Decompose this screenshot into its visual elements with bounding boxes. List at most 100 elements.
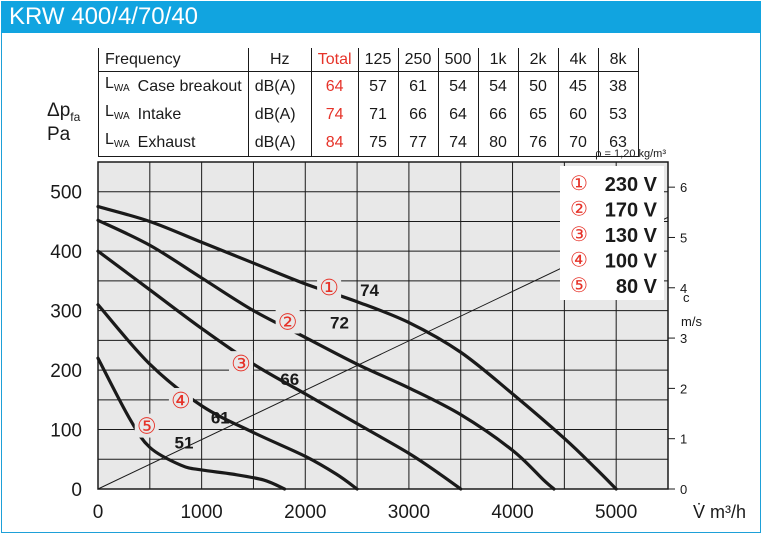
table-cell: 57 [357, 71, 399, 100]
table-cell: 66 [397, 100, 439, 128]
y-tick-label: 0 [71, 480, 82, 501]
legend-marker: ④ [570, 248, 588, 272]
legend-marker: ⑤ [570, 273, 588, 297]
lwa-symbol: LWA [97, 128, 132, 157]
header-500: 500 [437, 48, 479, 72]
header-total: Total [310, 48, 359, 72]
y-tick-label: 200 [50, 361, 82, 382]
right-axis-tick-label: 4 [680, 281, 687, 296]
legend-label: 230 V [605, 174, 658, 196]
legend-marker: ① [570, 171, 588, 195]
right-axis-tick-label: 1 [680, 432, 687, 447]
table-cell: 45 [557, 71, 599, 100]
curve-marker: ③ [231, 352, 251, 377]
fan-curve-2 [96, 218, 556, 491]
row-label: Intake [131, 100, 249, 128]
curve-marker-bg [275, 309, 300, 334]
fan-curve-5 [96, 356, 287, 491]
table-cell: 65 [517, 100, 559, 128]
legend-label: 100 V [605, 251, 658, 273]
fan-curve-3 [96, 249, 463, 491]
curve-marker: ⑤ [137, 415, 157, 440]
y-tick-label: 300 [50, 302, 82, 323]
curve-marker-bg [134, 413, 159, 438]
curve-marker: ① [319, 276, 339, 301]
table-cell: 70 [557, 128, 599, 157]
title-bar: KRW 400/4/70/40 [1, 1, 761, 33]
x-tick-label: 2000 [284, 502, 326, 523]
table-cell: 80 [477, 128, 519, 157]
right-axis-tick-label: 6 [680, 180, 687, 195]
right-axis-tick-label: 3 [680, 331, 687, 346]
fan-curve-1 [96, 204, 618, 491]
x-axis-label: V̇ m³/h [693, 502, 746, 522]
table-row: LWA Exhaust dB(A) 84 75 77 74 80 76 70 6… [97, 128, 639, 157]
table-cell: 54 [437, 71, 479, 100]
y-tick-label: 400 [50, 242, 82, 263]
header-125: 125 [357, 48, 399, 72]
table-cell: 75 [357, 128, 399, 157]
page-title: KRW 400/4/70/40 [9, 3, 199, 30]
x-tick-label: 0 [93, 502, 104, 523]
table-cell: 38 [597, 71, 639, 100]
legend-label: 80 V [616, 276, 658, 298]
row-total: 84 [310, 128, 359, 157]
lwa-symbol: LWA [97, 71, 132, 100]
header-hz: Hz [247, 48, 312, 72]
curve-sound-label: 61 [211, 409, 230, 428]
table-cell: 54 [477, 71, 519, 100]
table-row: LWA Intake dB(A) 74 71 66 64 66 65 60 53 [97, 100, 639, 128]
table-cell: 50 [517, 71, 559, 100]
row-total: 64 [310, 71, 359, 100]
right-axis-tick-label: 5 [680, 230, 687, 245]
table-row: LWA Case breakout dB(A) 64 57 61 54 54 5… [97, 71, 639, 100]
right-axis-tick-label: 2 [680, 381, 687, 396]
right-axis-tick-label: 0 [680, 482, 687, 497]
x-tick-label: 4000 [491, 502, 533, 523]
density-note: ρ = 1,20 kg/m³ [595, 148, 666, 160]
header-8k: 8k [597, 48, 639, 72]
row-label: Exhaust [131, 128, 249, 157]
lwa-symbol: LWA [97, 100, 132, 128]
y-tick-label: 100 [50, 421, 82, 442]
header-1k: 1k [477, 48, 519, 72]
right-axis-label: c [683, 290, 690, 305]
row-label: Case breakout [131, 71, 249, 100]
y-axis-label: Δpfa [47, 100, 81, 124]
header-250: 250 [397, 48, 439, 72]
legend-box [560, 166, 664, 300]
row-unit: dB(A) [247, 100, 312, 128]
sound-power-table: Frequency Hz Total 125 250 500 1k 2k 4k … [97, 48, 639, 157]
x-tick-label: 1000 [180, 502, 222, 523]
table-cell: 71 [357, 100, 399, 128]
fan-curve-4 [96, 303, 359, 491]
y-tick-label: 500 [50, 183, 82, 204]
table-cell: 66 [477, 100, 519, 128]
curve-sound-label: 51 [175, 434, 194, 453]
table-cell: 53 [597, 100, 639, 128]
curve-marker: ② [278, 311, 298, 336]
row-unit: dB(A) [247, 128, 312, 157]
x-tick-label: 3000 [388, 502, 430, 523]
row-unit: dB(A) [247, 71, 312, 100]
legend-marker: ③ [570, 222, 588, 246]
legend-marker: ② [570, 197, 588, 221]
legend-label: 170 V [605, 200, 658, 222]
curve-marker-bg [229, 351, 254, 376]
table-cell: 63 [597, 128, 639, 157]
table-cell: 77 [397, 128, 439, 157]
legend-label: 130 V [605, 225, 658, 247]
table-header-row: Frequency Hz Total 125 250 500 1k 2k 4k … [98, 48, 639, 72]
curve-sound-label: 72 [330, 314, 349, 333]
table-cell: 76 [517, 128, 559, 157]
curve-sound-label: 74 [360, 281, 379, 300]
header-2k: 2k [517, 48, 559, 72]
y-axis-unit: Pa [47, 124, 71, 145]
right-axis-unit: m/s [681, 314, 702, 329]
curve-marker-bg [317, 275, 342, 300]
curve-sound-label: 66 [280, 370, 299, 389]
x-tick-label: 5000 [595, 502, 637, 523]
curve-marker: ④ [171, 389, 191, 414]
curve-marker-bg [168, 388, 193, 413]
